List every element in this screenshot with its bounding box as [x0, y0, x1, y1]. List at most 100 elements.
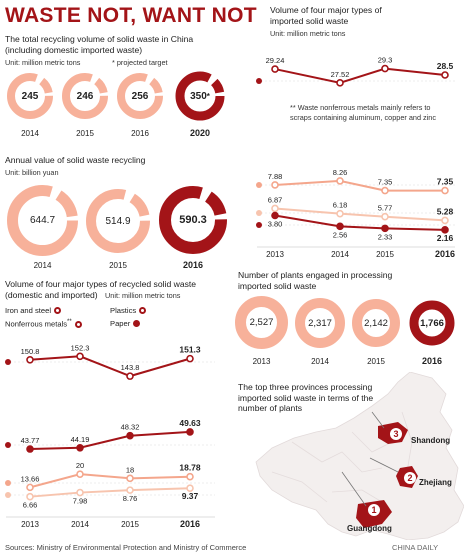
- data-point: [271, 211, 279, 220]
- x-tick-label: 2013: [21, 520, 39, 529]
- map-province-borders: [271, 411, 413, 503]
- data-point: [76, 443, 84, 452]
- series-line: [274, 67, 446, 84]
- data-point: [441, 226, 449, 234]
- x-tick-label: 2014: [71, 520, 89, 529]
- data-point: [441, 216, 449, 225]
- recycling-volume-unit: Unit: million metric tons: [5, 58, 81, 67]
- pointer-line: [369, 457, 399, 473]
- data-label: 48.32: [121, 423, 140, 432]
- page-title: WASTE NOT, WANT NOT: [5, 4, 257, 27]
- data-point: [76, 488, 84, 497]
- data-point: [126, 372, 134, 380]
- x-tick-label: 2013: [266, 250, 284, 259]
- data-label: 29.3: [378, 56, 393, 65]
- ring-year: 2015: [109, 261, 127, 270]
- data-label: 2.56: [333, 230, 348, 239]
- data-label: 6.66: [23, 501, 38, 510]
- data-point: [381, 186, 389, 195]
- map-landmass: [255, 372, 464, 540]
- series-icon: [5, 359, 11, 365]
- x-tick-label: 2016: [435, 249, 455, 259]
- ring-2020: 350 *: [174, 70, 226, 122]
- ring-value: 256: [131, 90, 149, 102]
- data-label: 27.52: [331, 70, 350, 79]
- legend-item-paper: Paper: [110, 319, 141, 328]
- plant-ring-2013: 2,527: [234, 295, 289, 350]
- data-point: [76, 470, 84, 478]
- data-label: 9.37: [182, 491, 199, 501]
- ring-year: 2015: [76, 129, 94, 138]
- data-label: 7.35: [378, 178, 393, 187]
- ring-icon: [175, 71, 225, 121]
- data-point: [441, 186, 449, 195]
- recycling-volume-rings: 245 2014 246 2015 256 2016 350 * 2020: [6, 70, 226, 150]
- plant-ring-2015: 2,142: [351, 298, 401, 348]
- data-label: 150.8: [21, 347, 40, 356]
- data-point: [186, 354, 194, 363]
- data-point: [186, 472, 194, 481]
- series-line: [274, 207, 446, 222]
- projected-target-note: * projected target: [112, 58, 168, 67]
- data-point: [336, 79, 344, 87]
- annual-value-rings: 644.7 2014 514.9 2015 590.3 2016: [5, 183, 230, 273]
- ring-year: 2016: [182, 260, 204, 270]
- data-point: [126, 431, 134, 440]
- data-label: 7.35: [437, 177, 454, 187]
- data-label: 2.33: [378, 232, 393, 241]
- data-point: [186, 484, 194, 493]
- data-point: [271, 204, 279, 213]
- data-label: 7.88: [268, 172, 283, 181]
- series-line: [29, 430, 191, 451]
- legend-marker-icon: [133, 320, 141, 327]
- data-label: 8.26: [333, 168, 348, 177]
- data-label: 6.87: [268, 195, 283, 204]
- ring-2016: 590.3: [157, 184, 229, 256]
- x-tick-label: 2015: [121, 520, 139, 529]
- ring-value: 514.9: [105, 215, 131, 227]
- data-label: 29.24: [266, 56, 285, 65]
- data-label: 28.5: [437, 61, 454, 71]
- legend-marker-icon: [74, 320, 82, 328]
- series-line: [274, 179, 445, 192]
- annual-value-heading: Annual value of solid waste recycling: [5, 155, 146, 165]
- ring-2014: 644.7: [5, 183, 80, 258]
- rank-badge: 2: [404, 472, 416, 484]
- ring-value: 1,766: [420, 317, 444, 329]
- series-icon: [5, 492, 11, 498]
- ring-year: 2014: [21, 129, 39, 138]
- data-label: 3.80: [268, 220, 283, 229]
- data-point: [26, 492, 34, 501]
- ring-icon: [62, 73, 108, 119]
- data-label: 8.76: [123, 494, 138, 503]
- data-label: 151.3: [179, 345, 201, 355]
- province-label-shandong: Shandong: [411, 436, 451, 445]
- imported-types-heading: Volume of four major types of imported s…: [270, 5, 382, 26]
- ring-year: 2013: [252, 357, 271, 366]
- ring-icon: [352, 299, 400, 347]
- rank-badge: 3: [390, 428, 402, 440]
- data-point: [186, 428, 194, 436]
- province-label-zhejiang: Zhejiang: [419, 478, 452, 487]
- legend-item-plastics: Plastics: [110, 306, 147, 315]
- data-point: [26, 355, 34, 364]
- data-label: 143.8: [121, 363, 140, 372]
- province-label-guangdong: Guangdong: [347, 524, 392, 533]
- ring-icon: [235, 296, 288, 349]
- series-line: [274, 214, 446, 231]
- ring-value: 590.3: [179, 214, 207, 226]
- legend-item-nonferrous: Nonferrous metals**: [5, 319, 82, 329]
- ring-2014: 245: [6, 72, 54, 120]
- data-point: [126, 474, 134, 483]
- annual-value-unit: Unit: billion yuan: [5, 168, 59, 177]
- series-icon: [256, 210, 262, 216]
- ring-icon: [86, 189, 150, 253]
- ring-icon: [7, 73, 53, 119]
- plants-rings: 2,527 2013 2,317 2014 2,142 2015 1,766 2…: [234, 295, 462, 375]
- series-icon: [256, 222, 262, 228]
- ring-icon: [159, 186, 227, 254]
- ring-value: 2,142: [364, 317, 388, 329]
- china-map-illustration: [255, 372, 464, 540]
- ring-icon: [7, 185, 78, 256]
- ring-year: 2014: [311, 357, 329, 366]
